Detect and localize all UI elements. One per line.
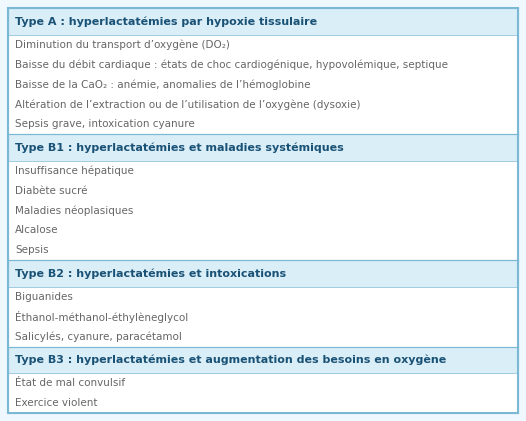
Text: Diminution du transport d’oxygène (DO₂): Diminution du transport d’oxygène (DO₂) <box>15 39 230 50</box>
Text: Alcalose: Alcalose <box>15 225 58 235</box>
Text: Type B3 : hyperlactatémies et augmentation des besoins en oxygène: Type B3 : hyperlactatémies et augmentati… <box>15 354 446 365</box>
Bar <box>8 134 518 161</box>
Bar <box>8 346 518 373</box>
Bar <box>8 287 518 346</box>
Text: Type B2 : hyperlactatémies et intoxications: Type B2 : hyperlactatémies et intoxicati… <box>15 268 286 279</box>
Text: Sepsis: Sepsis <box>15 245 48 255</box>
Text: Exercice violent: Exercice violent <box>15 398 97 408</box>
Bar <box>8 373 518 413</box>
Text: Salicylés, cyanure, paracétamol: Salicylés, cyanure, paracétamol <box>15 331 182 342</box>
Text: Éthanol-méthanol-éthylèneglycol: Éthanol-méthanol-éthylèneglycol <box>15 311 188 323</box>
Text: Maladies néoplasiques: Maladies néoplasiques <box>15 205 134 216</box>
Text: Type B1 : hyperlactatémies et maladies systémiques: Type B1 : hyperlactatémies et maladies s… <box>15 142 344 153</box>
Text: Insuffisance hépatique: Insuffisance hépatique <box>15 165 134 176</box>
Bar <box>8 8 518 35</box>
Bar <box>8 35 518 134</box>
Bar <box>8 161 518 260</box>
Text: Baisse de la CaO₂ : anémie, anomalies de l’hémoglobine: Baisse de la CaO₂ : anémie, anomalies de… <box>15 79 310 90</box>
Text: Sepsis grave, intoxication cyanure: Sepsis grave, intoxication cyanure <box>15 119 195 129</box>
Text: Altération de l’extraction ou de l’utilisation de l’oxygène (dysoxie): Altération de l’extraction ou de l’utili… <box>15 99 360 109</box>
Text: Type A : hyperlactatémies par hypoxie tissulaire: Type A : hyperlactatémies par hypoxie ti… <box>15 16 317 27</box>
Text: Biguanides: Biguanides <box>15 292 73 302</box>
Text: Baisse du débit cardiaque : états de choc cardiogénique, hypovolémique, septique: Baisse du débit cardiaque : états de cho… <box>15 59 448 70</box>
Text: État de mal convulsif: État de mal convulsif <box>15 378 125 388</box>
Text: Diabète sucré: Diabète sucré <box>15 186 87 196</box>
Bar <box>8 260 518 287</box>
